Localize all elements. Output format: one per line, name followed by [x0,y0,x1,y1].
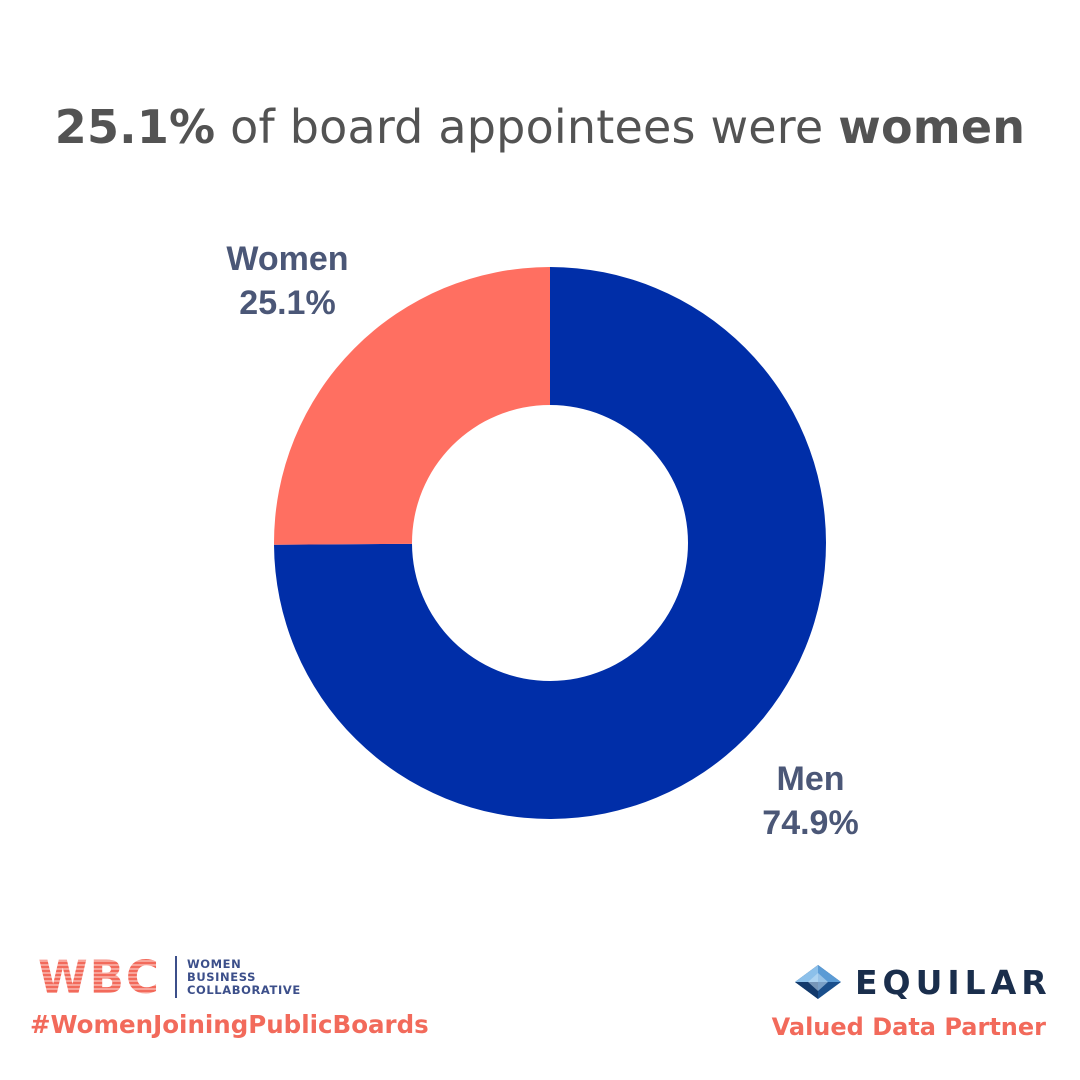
women-slice-label: Women 25.1% [205,237,370,325]
wbc-logo-mark: WBC [38,950,161,1004]
wbc-divider [174,956,177,998]
wbc-logo-text: WOMEN BUSINESS COLLABORATIVE [186,956,301,997]
men-slice-label: Men 74.9% [728,757,893,845]
title-middle: of board appointees were [215,100,839,154]
diamond-logo-icon [795,965,841,999]
chart-title: 25.1% of board appointees were women [0,100,1080,154]
wbc-line-1: WOMEN [186,956,242,971]
men-slice [274,267,826,820]
title-percent: 25.1% [54,100,216,154]
hashtag-text: #WomenJoiningPublicBoards [30,1010,429,1039]
women-category-label: Women [226,240,349,278]
women-slice [274,267,550,545]
men-value-label: 74.9% [762,804,859,842]
title-emphasis: women [838,100,1026,154]
wbc-logo: WBC WOMEN BUSINESS COLLABORATIVE [38,950,301,1004]
wbc-line-3: COLLABORATIVE [186,982,301,997]
wbc-line-2: BUSINESS [186,969,256,984]
men-category-label: Men [776,760,845,798]
equilar-wordmark: EQUILAR [855,962,1052,1002]
partner-label: Valued Data Partner [771,1013,1046,1041]
women-value-label: 25.1% [239,284,336,322]
equilar-logo: EQUILAR [795,960,1052,1004]
